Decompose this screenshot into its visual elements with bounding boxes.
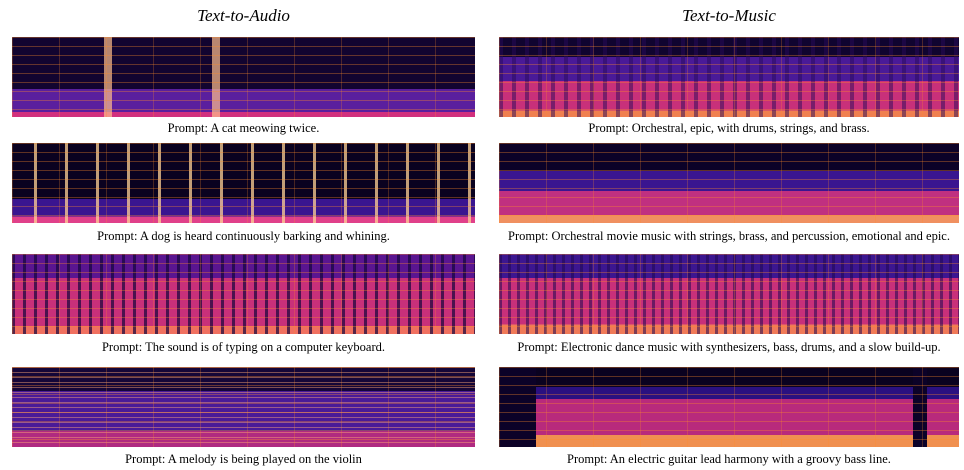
prompt-caption: Prompt: A dog is heard continuously bark… [97,229,390,243]
spectrogram [12,143,475,223]
column-title: Text-to-Music [682,6,776,25]
prompt-caption: Prompt: A cat meowing twice. [167,121,320,135]
prompt-caption: Prompt: The sound is of typing on a comp… [101,340,386,354]
column-title: Text-to-Audio [197,6,290,25]
spectrogram [499,37,959,117]
prompt-caption: Prompt: An electric guitar lead harmony … [567,452,891,466]
spectrogram [12,367,475,447]
spectrogram [499,254,959,334]
prompt-caption: Prompt: Electronic dance music with synt… [517,340,941,354]
spectrogram [499,143,959,223]
prompt-caption: Prompt: Orchestral, epic, with drums, st… [588,121,870,135]
spectrogram [12,254,475,334]
prompt-caption: Prompt: Orchestral movie music with stri… [508,229,950,243]
prompt-caption: Prompt: A melody is being played on the … [125,452,362,466]
spectrogram [12,37,475,117]
spectrogram [499,367,959,447]
